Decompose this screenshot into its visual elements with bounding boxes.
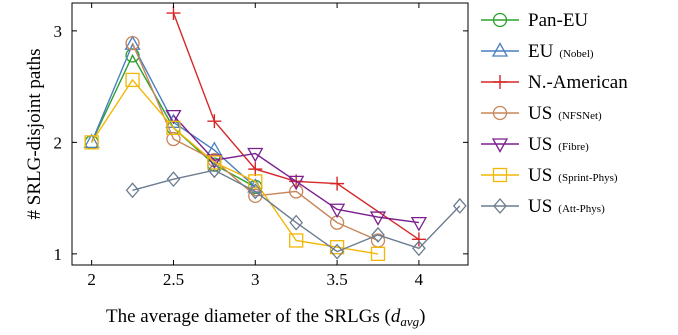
legend-label: N.-American xyxy=(528,72,628,93)
data-point xyxy=(125,35,140,51)
x-axis-label-close: ) xyxy=(419,306,425,327)
legend-name: US xyxy=(528,165,552,186)
data-point xyxy=(207,155,222,170)
legend-marker xyxy=(493,75,507,89)
x-axis-label-sub: avg xyxy=(400,314,419,329)
legend-label: US (Fibre) xyxy=(528,134,589,155)
series-6 xyxy=(125,162,467,260)
legend-marker xyxy=(491,42,509,57)
legend-label: US (NFSNet) xyxy=(528,103,602,124)
data-point xyxy=(248,174,263,189)
legend-item-4: US (Fibre) xyxy=(481,134,589,155)
data-point xyxy=(84,135,99,150)
data-point xyxy=(125,72,140,88)
data-point xyxy=(207,114,222,129)
data-point xyxy=(289,233,304,248)
data-point xyxy=(206,154,223,170)
legend-item-2: N.-American xyxy=(481,72,628,93)
data-point xyxy=(166,171,181,188)
x-tick-label: 2.5 xyxy=(163,270,184,289)
series-3 xyxy=(125,35,386,248)
legend-item-1: EU (Nobel) xyxy=(481,41,594,62)
data-point xyxy=(411,232,426,247)
legend-item-0: Pan-EU xyxy=(481,10,588,31)
series-line xyxy=(91,78,379,255)
axes-frame xyxy=(71,2,469,266)
x-tick-label: 3 xyxy=(251,270,260,289)
data-point xyxy=(207,162,222,179)
legend-label: US (Att-Phys) xyxy=(528,196,605,217)
data-point xyxy=(369,211,387,226)
y-axis-label: # SRLG-disjoint paths xyxy=(24,48,45,219)
legend-item-6: US (Att-Phys) xyxy=(481,196,605,217)
legend-marker xyxy=(491,138,509,153)
series-1 xyxy=(83,35,264,193)
series-2 xyxy=(166,6,426,247)
legend-label: EU (Nobel) xyxy=(528,41,594,62)
legend-marker xyxy=(493,198,507,214)
x-axis-label-math: d xyxy=(391,306,401,327)
data-point xyxy=(288,175,305,191)
legend: Pan-EU EU (Nobel) N.-American US (NFSNet) US (F… xyxy=(481,10,628,217)
data-point xyxy=(452,197,467,214)
data-point xyxy=(370,246,386,262)
legend-name: N.-American xyxy=(528,72,628,93)
x-tick-label: 3.5 xyxy=(326,270,347,289)
y-tick-label: 2 xyxy=(54,133,63,152)
legend-marker xyxy=(492,12,508,28)
series-line xyxy=(172,115,419,224)
data-point xyxy=(248,183,263,200)
data-point xyxy=(165,109,182,125)
data-point xyxy=(166,120,181,136)
axes: 2 2.5 3 3.5 4 1 2 3 # SRLG-disjoint paths The ave… xyxy=(24,2,469,329)
plot-area xyxy=(83,6,467,262)
legend-name: EU xyxy=(528,41,554,62)
series-5 xyxy=(84,72,386,262)
data-point xyxy=(330,176,345,191)
data-point xyxy=(330,243,344,260)
legend-name-sub: (Nobel) xyxy=(559,48,594,60)
legend-name: Pan-EU xyxy=(528,10,588,31)
x-tick-label: 2 xyxy=(87,270,96,289)
data-point xyxy=(289,214,304,231)
data-point xyxy=(125,182,140,199)
data-point xyxy=(410,216,428,232)
x-axis-label: The average diameter of the SRLGs (davg) xyxy=(106,306,426,329)
x-tick-label: 4 xyxy=(415,270,424,289)
legend-name-sub: (Sprint-Phys) xyxy=(558,172,618,184)
series-line xyxy=(132,169,461,253)
legend-name: US xyxy=(528,196,552,217)
data-point xyxy=(371,226,385,243)
legend-item-3: US (NFSNet) xyxy=(481,103,602,124)
legend-name: US xyxy=(528,103,552,124)
series-4 xyxy=(165,109,428,232)
y-tick-label: 3 xyxy=(54,22,63,41)
series-line xyxy=(131,42,379,242)
data-point xyxy=(83,133,100,149)
legend-marker xyxy=(492,105,508,121)
data-point xyxy=(166,6,181,21)
legend-name: US xyxy=(528,134,552,155)
legend-label: US (Sprint-Phys) xyxy=(528,165,618,186)
data-point xyxy=(328,203,346,219)
legend-item-5: US (Sprint-Phys) xyxy=(481,165,618,186)
legend-name-sub: (NFSNet) xyxy=(558,110,602,122)
data-point xyxy=(412,240,426,257)
data-point xyxy=(166,131,181,147)
series-line xyxy=(172,12,420,240)
data-point xyxy=(289,184,304,199)
x-axis-label-text: The average diameter of the SRLGs ( xyxy=(106,306,391,327)
data-point xyxy=(247,147,264,163)
legend-label: Pan-EU xyxy=(528,10,588,31)
y-tick-label: 1 xyxy=(54,245,63,264)
legend-marker xyxy=(492,167,508,183)
legend-name-sub: (Fibre) xyxy=(558,141,589,153)
legend-name-sub: (Att-Phys) xyxy=(558,203,605,215)
data-point xyxy=(248,162,263,177)
